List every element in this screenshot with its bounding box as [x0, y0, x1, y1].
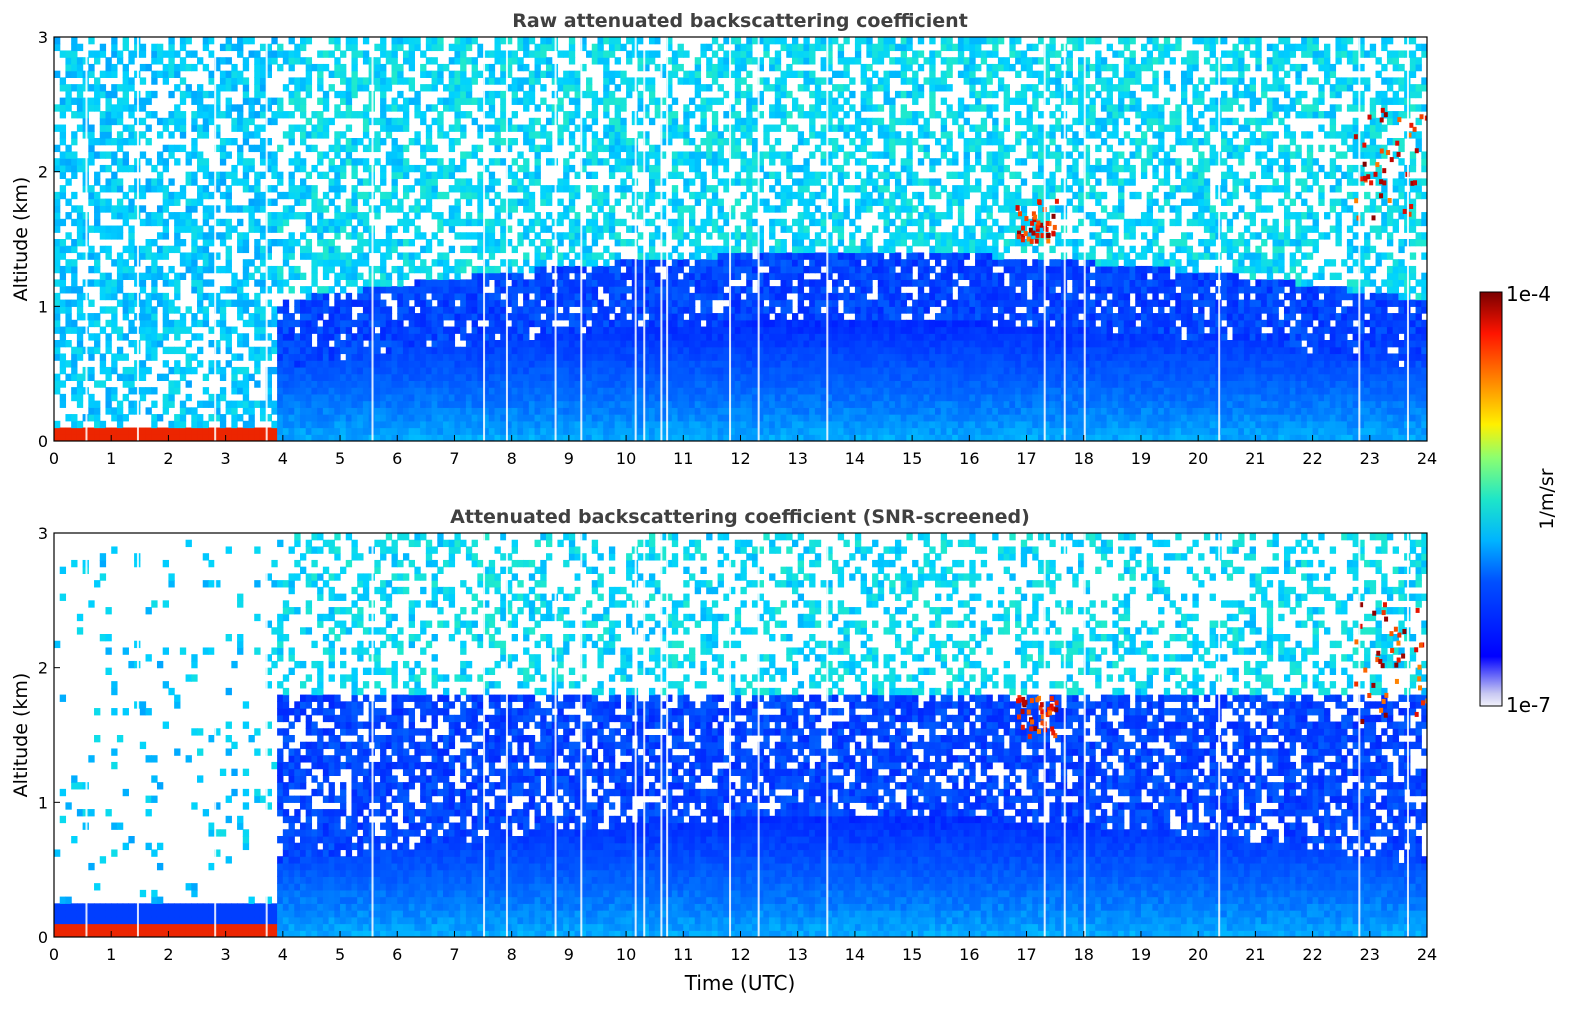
x-tick-label: 5 — [335, 945, 345, 964]
y-tick-label: 3 — [38, 524, 48, 543]
x-tick-label: 11 — [673, 449, 693, 468]
chart-title: Raw attenuated backscattering coefficien… — [512, 10, 968, 32]
x-tick-label: 6 — [392, 449, 402, 468]
x-tick-label: 2 — [163, 945, 173, 964]
x-tick-label: 21 — [1245, 945, 1265, 964]
heatmap-area — [54, 533, 1427, 937]
x-tick-label: 23 — [1360, 945, 1380, 964]
x-tick-label: 23 — [1360, 449, 1380, 468]
x-tick-label: 7 — [449, 449, 459, 468]
x-tick-label: 13 — [788, 945, 808, 964]
x-axis: 0 1 2 3 4 5 6 7 8 9 10 11 12 13 14 15 16 17 18 19 20 21 22 23 24 — [49, 931, 1437, 964]
x-tick-label: 22 — [1302, 945, 1322, 964]
x-tick-label: 20 — [1188, 449, 1208, 468]
x-tick-label: 3 — [221, 449, 231, 468]
heatmap-area — [54, 37, 1427, 441]
colorbar: 1e-4 1e-7 1/m/sr — [1479, 282, 1558, 717]
x-tick-label: 17 — [1016, 449, 1036, 468]
x-tick-label: 12 — [730, 449, 750, 468]
x-axis: 0 1 2 3 4 5 6 7 8 9 10 11 12 13 14 15 16 17 18 19 20 21 22 23 24 — [49, 435, 1437, 468]
x-tick-label: 18 — [1074, 945, 1094, 964]
x-tick-label: 24 — [1417, 449, 1437, 468]
x-tick-label: 9 — [564, 945, 574, 964]
colorbar-min-label: 1e-7 — [1506, 693, 1551, 717]
x-tick-label: 14 — [845, 945, 865, 964]
x-tick-label: 8 — [507, 945, 517, 964]
y-axis: 0 1 2 3 — [38, 28, 60, 451]
x-tick-label: 8 — [507, 449, 517, 468]
x-tick-label: 24 — [1417, 945, 1437, 964]
x-tick-label: 10 — [616, 945, 636, 964]
x-tick-label: 13 — [788, 449, 808, 468]
x-tick-label: 2 — [163, 449, 173, 468]
x-tick-label: 15 — [902, 449, 922, 468]
snr-screened-backscatter-panel: Attenuated backscattering coefficient (S… — [10, 506, 1437, 995]
x-tick-label: 0 — [49, 449, 59, 468]
x-tick-label: 18 — [1074, 449, 1094, 468]
y-axis: 0 1 2 3 — [38, 524, 60, 947]
x-tick-label: 19 — [1131, 449, 1151, 468]
x-tick-label: 20 — [1188, 945, 1208, 964]
x-tick-label: 19 — [1131, 945, 1151, 964]
chart-title: Attenuated backscattering coefficient (S… — [450, 506, 1030, 528]
colorbar-unit-label: 1/m/sr — [1536, 468, 1558, 529]
x-tick-label: 3 — [221, 945, 231, 964]
y-axis-label: Altitude (km) — [10, 177, 32, 302]
y-tick-label: 0 — [38, 928, 48, 947]
x-tick-label: 16 — [959, 449, 979, 468]
x-tick-label: 14 — [845, 449, 865, 468]
x-tick-label: 17 — [1016, 945, 1036, 964]
y-axis-label: Altitude (km) — [10, 673, 32, 798]
x-axis-label: Time (UTC) — [684, 971, 796, 995]
x-tick-label: 9 — [564, 449, 574, 468]
x-tick-label: 4 — [278, 449, 288, 468]
x-tick-label: 21 — [1245, 449, 1265, 468]
x-tick-label: 10 — [616, 449, 636, 468]
y-tick-label: 0 — [38, 432, 48, 451]
x-tick-label: 6 — [392, 945, 402, 964]
x-tick-label: 15 — [902, 945, 922, 964]
colorbar-gradient — [1479, 291, 1503, 707]
x-tick-label: 11 — [673, 945, 693, 964]
raw-backscatter-panel: Raw attenuated backscattering coefficien… — [10, 10, 1437, 468]
x-tick-label: 0 — [49, 945, 59, 964]
y-tick-label: 1 — [38, 297, 48, 316]
y-tick-label: 3 — [38, 28, 48, 47]
y-tick-label: 1 — [38, 793, 48, 812]
x-tick-label: 1 — [106, 449, 116, 468]
x-tick-label: 4 — [278, 945, 288, 964]
x-tick-label: 16 — [959, 945, 979, 964]
x-tick-label: 22 — [1302, 449, 1322, 468]
colorbar-max-label: 1e-4 — [1506, 282, 1551, 306]
x-tick-label: 1 — [106, 945, 116, 964]
x-tick-label: 12 — [730, 945, 750, 964]
x-tick-label: 5 — [335, 449, 345, 468]
x-tick-label: 7 — [449, 945, 459, 964]
y-tick-label: 2 — [38, 163, 48, 182]
y-tick-label: 2 — [38, 659, 48, 678]
